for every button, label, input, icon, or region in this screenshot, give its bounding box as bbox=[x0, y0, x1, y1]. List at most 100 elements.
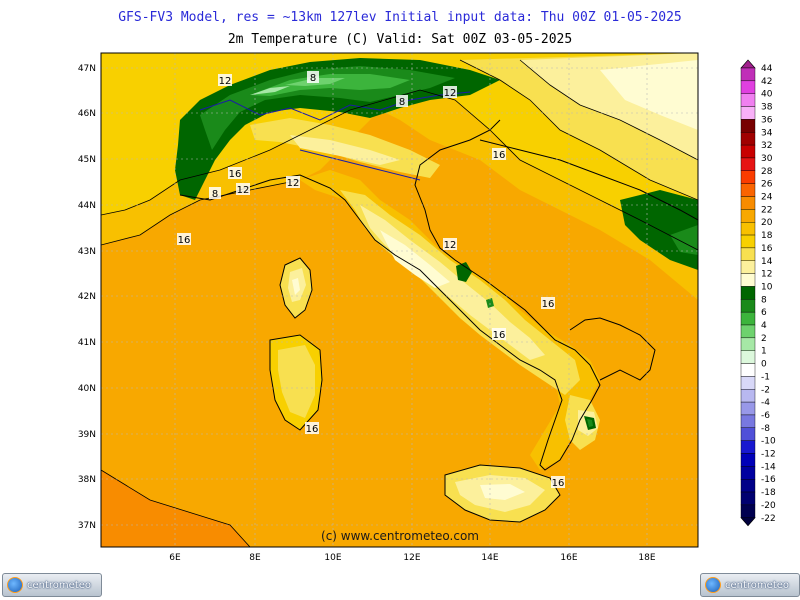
legend-swatch bbox=[740, 311, 756, 326]
legend-label: 0 bbox=[761, 360, 767, 370]
contour-label: 12 bbox=[286, 176, 300, 189]
legend-label: 30 bbox=[761, 154, 773, 164]
legend-label: -1 bbox=[761, 372, 770, 382]
lon-label: 8E bbox=[249, 553, 261, 563]
globe-icon bbox=[705, 577, 721, 593]
legend-label: 8 bbox=[761, 295, 767, 305]
svg-text:12: 12 bbox=[237, 185, 250, 196]
map-frame bbox=[100, 52, 699, 548]
legend-label: -8 bbox=[761, 424, 770, 434]
legend-swatch bbox=[740, 299, 756, 313]
centrometeo-logo-left[interactable]: centrometeo bbox=[2, 573, 102, 597]
contour-label: 8 bbox=[307, 71, 319, 84]
contour-label: 12 bbox=[218, 74, 232, 87]
lat-label: 40N bbox=[78, 384, 96, 394]
longitude-labels: 6E 8E 10E 12E 14E 16E 18E bbox=[169, 553, 656, 563]
legend-label: -22 bbox=[761, 514, 776, 524]
legend-swatch bbox=[740, 363, 756, 377]
lat-label: 44N bbox=[78, 201, 96, 211]
legend-swatch bbox=[740, 440, 756, 454]
legend-label: -4 bbox=[761, 398, 770, 408]
lat-label: 43N bbox=[78, 247, 96, 257]
latitude-labels: 47N 46N 45N 44N 43N 42N 41N 40N 39N 38N … bbox=[78, 64, 96, 531]
legend-swatch bbox=[740, 183, 756, 197]
svg-text:12: 12 bbox=[287, 178, 300, 189]
contour-label: 16 bbox=[492, 328, 506, 341]
legend-swatch bbox=[740, 401, 756, 416]
legend-label: 28 bbox=[761, 167, 773, 177]
legend-swatch bbox=[740, 221, 756, 236]
legend-label: 36 bbox=[761, 115, 773, 125]
legend-label: 16 bbox=[761, 244, 773, 254]
legend-label: 26 bbox=[761, 180, 773, 190]
legend-swatch bbox=[740, 119, 756, 133]
legend-swatch bbox=[740, 453, 756, 467]
legend-label: 20 bbox=[761, 218, 773, 228]
legend-label: 34 bbox=[761, 128, 773, 138]
svg-text:8: 8 bbox=[399, 97, 405, 108]
legend-label: 2 bbox=[761, 334, 767, 344]
legend-label: 38 bbox=[761, 103, 773, 113]
legend-label: -18 bbox=[761, 488, 776, 498]
lon-label: 12E bbox=[403, 553, 420, 563]
legend-label: 6 bbox=[761, 308, 767, 318]
svg-text:16: 16 bbox=[229, 169, 242, 180]
contour-label: 16 bbox=[541, 297, 555, 310]
legend-swatch bbox=[740, 491, 756, 506]
legend-label: 12 bbox=[761, 270, 772, 280]
legend-label: -10 bbox=[761, 437, 776, 447]
lat-label: 46N bbox=[78, 109, 96, 119]
svg-text:8: 8 bbox=[212, 189, 218, 200]
map-subtitle: 2m Temperature (C) Valid: Sat 00Z 03-05-… bbox=[227, 32, 573, 47]
legend-swatch bbox=[740, 414, 756, 429]
legend-label: 32 bbox=[761, 141, 772, 151]
centrometeo-logo-right[interactable]: centrometeo bbox=[700, 573, 800, 597]
lon-label: 10E bbox=[324, 553, 341, 563]
legend-swatch bbox=[740, 247, 756, 261]
legend-swatch bbox=[740, 376, 756, 390]
legend-swatch bbox=[740, 144, 756, 159]
legend-swatch bbox=[740, 324, 756, 339]
credit-text: (c) www.centrometeo.com bbox=[321, 529, 479, 543]
legend-swatch bbox=[740, 67, 756, 82]
legend-label: -16 bbox=[761, 475, 776, 485]
map-field bbox=[101, 53, 698, 547]
legend-swatch bbox=[740, 504, 756, 518]
svg-text:12: 12 bbox=[444, 88, 457, 99]
legend-swatch bbox=[740, 80, 756, 94]
legend-swatch bbox=[740, 59, 756, 69]
legend-swatch bbox=[740, 157, 756, 171]
legend-swatch bbox=[740, 389, 756, 403]
contour-label: 16 bbox=[492, 148, 506, 161]
legend-swatch bbox=[740, 196, 756, 210]
legend-label: -14 bbox=[761, 462, 776, 472]
svg-text:12: 12 bbox=[444, 240, 457, 251]
legend-swatch bbox=[740, 132, 756, 146]
lon-label: 14E bbox=[481, 553, 498, 563]
legend-label: -12 bbox=[761, 450, 776, 460]
legend-swatch bbox=[740, 427, 756, 441]
legend-label: 10 bbox=[761, 282, 773, 292]
logo-text: centrometeo bbox=[725, 579, 790, 591]
contour-label: 8 bbox=[396, 95, 408, 108]
lon-label: 16E bbox=[560, 553, 577, 563]
lat-label: 41N bbox=[78, 338, 96, 348]
contour-label: 12 bbox=[443, 238, 457, 251]
lat-label: 45N bbox=[78, 155, 96, 165]
svg-text:16: 16 bbox=[493, 150, 506, 161]
legend-label: -6 bbox=[761, 411, 770, 421]
logo-text: centrometeo bbox=[27, 579, 92, 591]
contour-label: 16 bbox=[177, 233, 191, 246]
temperature-legend: 4442403836343230282624222018161412108642… bbox=[740, 59, 776, 527]
lon-label: 6E bbox=[169, 553, 181, 563]
legend-swatch bbox=[740, 273, 756, 287]
contour-label: 16 bbox=[305, 422, 319, 435]
legend-swatch bbox=[740, 517, 756, 527]
legend-label: 42 bbox=[761, 77, 772, 87]
svg-text:16: 16 bbox=[178, 235, 191, 246]
legend-swatch bbox=[740, 337, 756, 351]
contour-label: 12 bbox=[236, 183, 250, 196]
contour-labels: 12 8 8 12 16 16 12 8 12 16 12 16 16 16 1… bbox=[177, 71, 565, 489]
legend-label: 1 bbox=[761, 347, 767, 357]
